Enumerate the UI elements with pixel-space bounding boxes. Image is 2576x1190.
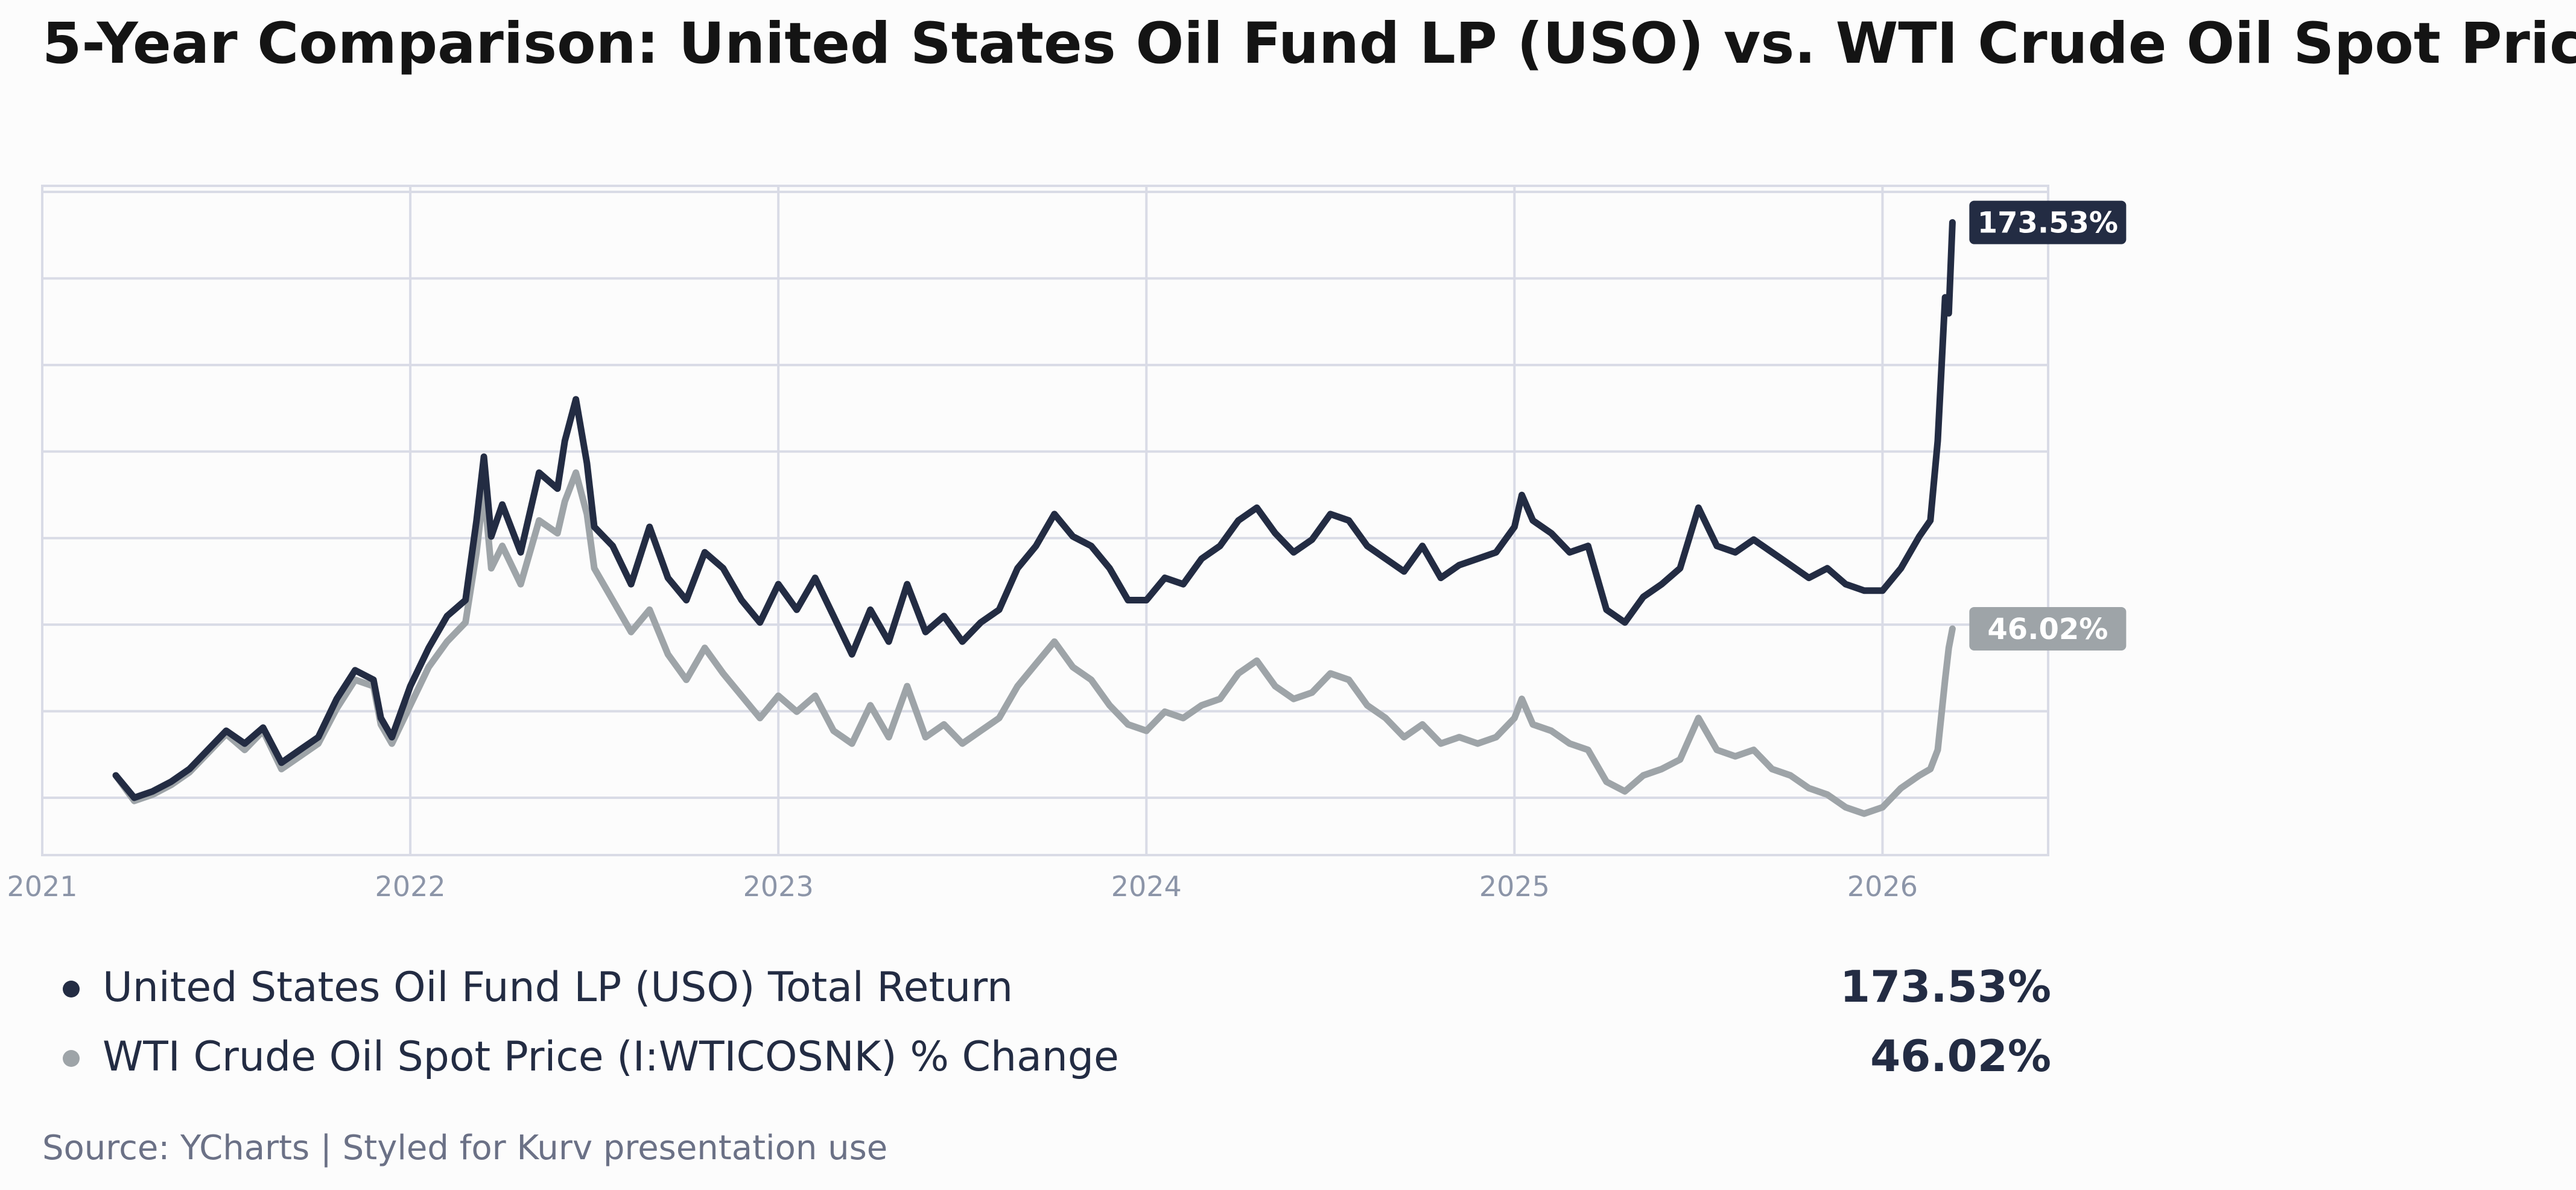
series-line-wti (112, 469, 1956, 817)
legend-value-wti: 46.02% (1870, 1031, 2051, 1081)
x-tick-label: 2023 (743, 870, 814, 903)
end-labels: 173.53% 46.02% (1969, 200, 2127, 651)
x-axis-ticks: 2021 2022 2023 2024 2025 2026 (7, 870, 1918, 903)
legend-dot-uso (63, 981, 80, 998)
x-tick-label: 2026 (1847, 870, 1918, 903)
end-label-wti: 46.02% (1987, 612, 2108, 646)
series-line-uso (112, 219, 1956, 801)
chart-title: 5-Year Comparison: United States Oil Fun… (42, 11, 2576, 77)
x-tick-label: 2024 (1111, 870, 1182, 903)
legend-value-uso: 173.53% (1840, 961, 2051, 1012)
x-tick-label: 2021 (7, 870, 77, 903)
end-label-uso-box (1969, 200, 2127, 244)
end-label-wti-box (1969, 606, 2127, 651)
legend-dot-wti (63, 1050, 80, 1067)
legend-item-uso: United States Oil Fund LP (USO) Total Re… (60, 956, 2051, 1017)
legend-label-uso: United States Oil Fund LP (USO) Total Re… (103, 964, 1014, 1011)
grid-lines (41, 185, 2049, 856)
legend-label-wti: WTI Crude Oil Spot Price (I:WTICOSNK) % … (103, 1033, 1119, 1081)
series-lines (112, 219, 1956, 817)
x-tick-label: 2022 (375, 870, 446, 903)
end-label-uso: 173.53% (1978, 206, 2118, 240)
x-tick-label: 2025 (1479, 870, 1550, 903)
legend-item-wti: WTI Crude Oil Spot Price (I:WTICOSNK) % … (60, 1026, 2051, 1086)
source-note: Source: YCharts | Styled for Kurv presen… (42, 1128, 888, 1168)
